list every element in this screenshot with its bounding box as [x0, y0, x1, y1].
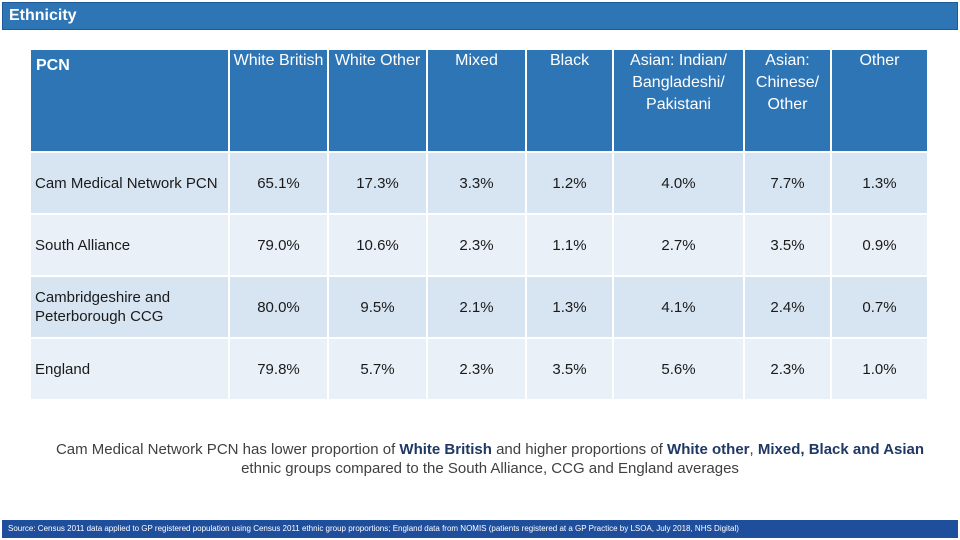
row-name: Cam Medical Network PCN	[31, 152, 230, 215]
table-cell: 3.5%	[744, 214, 832, 277]
ethnicity-table: PCN White British White Other Mixed Blac…	[31, 50, 929, 401]
table-cell: 0.9%	[831, 214, 929, 277]
summary-part: Cam Medical Network PCN has lower propor…	[55, 441, 400, 458]
table-row: England 79.8% 5.7% 2.3% 3.5% 5.6% 2.3% 1…	[31, 338, 929, 401]
table-cell: 79.8%	[229, 338, 329, 401]
table-row: South Alliance 79.0% 10.6% 2.3% 1.1% 2.7…	[31, 214, 929, 277]
row-name: England	[31, 338, 230, 401]
table-cell: 2.3%	[427, 214, 527, 277]
header-mixed: Mixed	[427, 50, 527, 153]
row-name: South Alliance	[31, 214, 230, 277]
table-cell: 2.7%	[613, 214, 745, 277]
table-cell: 1.2%	[526, 152, 614, 215]
table-cell: 10.6%	[328, 214, 428, 277]
table-cell: 7.7%	[744, 152, 832, 215]
table-cell: 4.0%	[613, 152, 745, 215]
table-cell: 65.1%	[229, 152, 329, 215]
table-cell: 3.3%	[427, 152, 527, 215]
table-cell: 1.3%	[526, 276, 614, 339]
source-footer: Source: Census 2011 data applied to GP r…	[2, 520, 958, 538]
header-white-other: White Other	[328, 50, 428, 153]
header-white-british: White British	[229, 50, 329, 153]
header-pcn: PCN	[31, 50, 230, 153]
table-row: Cambridgeshire and Peterborough CCG 80.0…	[31, 276, 929, 339]
header-other: Other	[831, 50, 929, 153]
page-title: Ethnicity	[2, 2, 958, 30]
table-cell: 79.0%	[229, 214, 329, 277]
table-cell: 2.1%	[427, 276, 527, 339]
header-asian-chinese-other: Asian: Chinese/ Other	[744, 50, 832, 153]
table-cell: 17.3%	[328, 152, 428, 215]
table-cell: 3.5%	[526, 338, 614, 401]
table-header-row: PCN White British White Other Mixed Blac…	[31, 50, 929, 153]
header-asian-indian-bangladeshi-pakistani: Asian: Indian/ Bangladeshi/ Pakistani	[613, 50, 745, 153]
table-cell: 2.3%	[427, 338, 527, 401]
summary-highlight: White British	[399, 441, 492, 458]
table-row: Cam Medical Network PCN 65.1% 17.3% 3.3%…	[31, 152, 929, 215]
table-cell: 4.1%	[613, 276, 745, 339]
summary-highlight: Mixed, Black and Asian	[757, 441, 925, 458]
table-cell: 2.3%	[744, 338, 832, 401]
table-cell: 0.7%	[831, 276, 929, 339]
table-cell: 2.4%	[744, 276, 832, 339]
header-black: Black	[526, 50, 614, 153]
table-cell: 1.0%	[831, 338, 929, 401]
table-cell: 9.5%	[328, 276, 428, 339]
summary-highlight: White other	[667, 441, 750, 458]
table-cell: 1.3%	[831, 152, 929, 215]
row-name: Cambridgeshire and Peterborough CCG	[31, 276, 230, 339]
summary-part: and higher proportions of	[491, 441, 668, 458]
table-cell: 5.7%	[328, 338, 428, 401]
table-cell: 1.1%	[526, 214, 614, 277]
summary-part: ethnic groups compared to the South Alli…	[241, 460, 739, 477]
table-cell: 5.6%	[613, 338, 745, 401]
table-cell: 80.0%	[229, 276, 329, 339]
summary-text: Cam Medical Network PCN has lower propor…	[40, 440, 940, 478]
summary-part: ,	[749, 441, 758, 458]
